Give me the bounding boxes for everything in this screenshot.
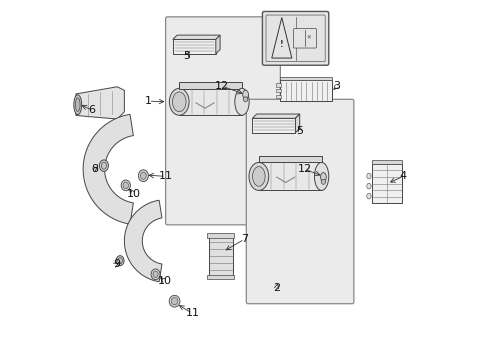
Ellipse shape: [234, 88, 249, 115]
Polygon shape: [83, 114, 133, 224]
Ellipse shape: [116, 256, 124, 266]
Text: 11: 11: [185, 309, 199, 318]
Bar: [258, 156, 321, 162]
Ellipse shape: [151, 269, 160, 280]
Text: 10: 10: [158, 276, 172, 286]
Bar: [207, 275, 234, 279]
Ellipse shape: [366, 173, 370, 179]
Ellipse shape: [243, 97, 247, 102]
FancyBboxPatch shape: [165, 17, 280, 225]
Ellipse shape: [101, 162, 106, 169]
Ellipse shape: [118, 258, 122, 264]
Ellipse shape: [140, 172, 146, 179]
Ellipse shape: [321, 179, 325, 184]
Polygon shape: [124, 200, 162, 282]
Text: 8: 8: [91, 164, 98, 174]
Ellipse shape: [99, 160, 108, 171]
Ellipse shape: [169, 295, 180, 307]
Text: 5: 5: [183, 51, 189, 61]
Ellipse shape: [172, 92, 185, 112]
Ellipse shape: [74, 95, 81, 114]
FancyBboxPatch shape: [293, 29, 316, 48]
Bar: [276, 83, 280, 87]
Ellipse shape: [242, 90, 248, 99]
Text: 3: 3: [333, 81, 340, 91]
Ellipse shape: [366, 183, 370, 189]
Bar: [371, 164, 402, 203]
FancyBboxPatch shape: [246, 99, 353, 304]
Ellipse shape: [153, 271, 158, 278]
Text: 9: 9: [113, 259, 120, 269]
Ellipse shape: [248, 162, 268, 190]
Text: 4: 4: [399, 171, 406, 181]
FancyBboxPatch shape: [262, 12, 328, 65]
Text: 7: 7: [241, 234, 247, 244]
Ellipse shape: [123, 182, 128, 189]
Polygon shape: [295, 114, 299, 133]
Bar: [208, 235, 233, 277]
Bar: [207, 233, 234, 238]
Ellipse shape: [320, 173, 325, 181]
Text: 5: 5: [296, 126, 303, 135]
Text: 6: 6: [88, 105, 95, 115]
Text: 10: 10: [126, 189, 140, 199]
Ellipse shape: [169, 88, 189, 115]
Text: ✕: ✕: [305, 36, 310, 41]
Bar: [280, 80, 332, 101]
Bar: [280, 77, 332, 80]
Bar: [276, 89, 280, 93]
Bar: [172, 40, 215, 54]
Text: 12: 12: [214, 81, 228, 91]
Polygon shape: [76, 87, 124, 119]
Ellipse shape: [366, 193, 370, 199]
Bar: [258, 162, 321, 190]
Text: 2: 2: [273, 283, 280, 293]
Polygon shape: [172, 35, 220, 40]
Bar: [276, 95, 280, 98]
Text: !: !: [280, 40, 283, 49]
Bar: [179, 82, 242, 89]
Text: 12: 12: [297, 164, 311, 174]
Text: 1: 1: [144, 96, 152, 106]
Polygon shape: [215, 35, 220, 54]
Ellipse shape: [121, 180, 130, 191]
Bar: [179, 89, 242, 116]
Bar: [252, 118, 295, 133]
Text: 11: 11: [158, 171, 172, 181]
Polygon shape: [252, 114, 299, 118]
Polygon shape: [271, 18, 291, 58]
Ellipse shape: [252, 167, 264, 186]
Ellipse shape: [314, 162, 328, 190]
Ellipse shape: [138, 170, 148, 181]
Ellipse shape: [171, 298, 178, 305]
Ellipse shape: [75, 98, 80, 112]
Bar: [371, 160, 402, 164]
